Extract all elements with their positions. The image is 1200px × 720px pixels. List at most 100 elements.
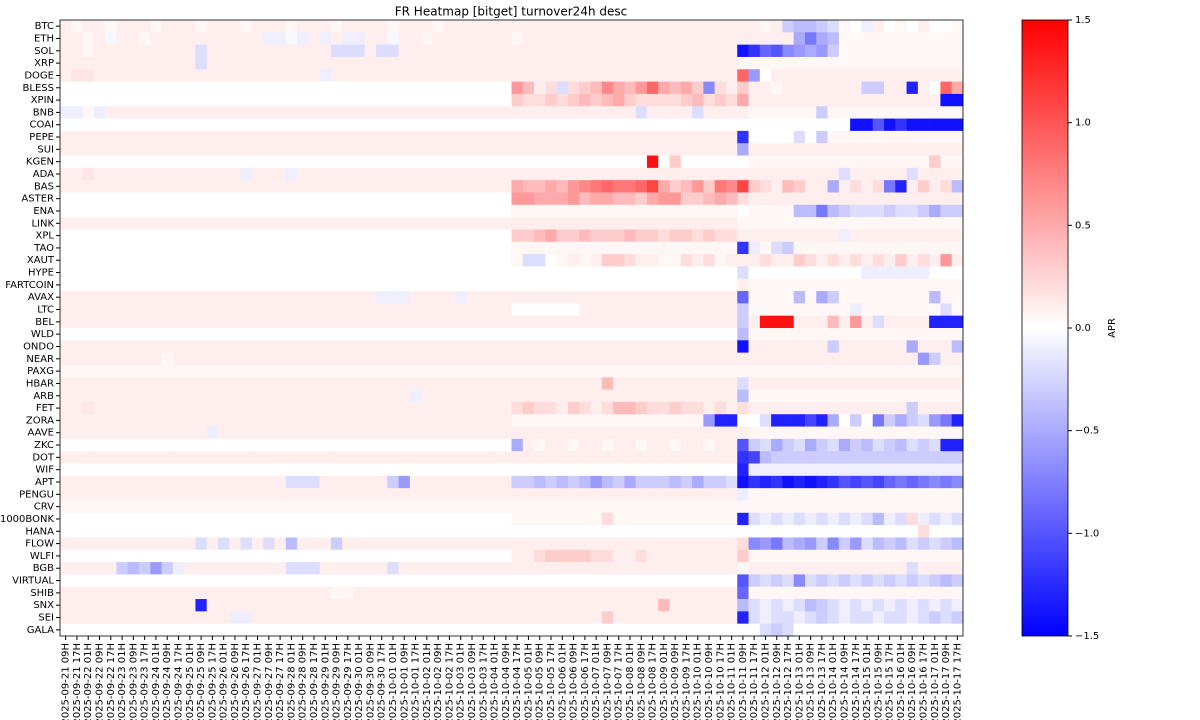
cell	[827, 426, 840, 440]
cell	[895, 475, 907, 489]
cell	[883, 500, 896, 514]
cell	[850, 254, 862, 267]
cell	[274, 130, 287, 144]
cell	[342, 303, 354, 316]
cell	[534, 377, 546, 390]
cell	[895, 180, 907, 193]
cell	[376, 93, 388, 107]
cell	[613, 241, 625, 255]
cell	[342, 229, 354, 243]
cell	[511, 303, 524, 316]
cell	[590, 106, 603, 119]
cell	[895, 81, 907, 95]
cell	[251, 81, 264, 95]
cell	[658, 204, 670, 218]
cell	[534, 106, 546, 119]
cell	[342, 352, 354, 366]
cell	[184, 217, 196, 230]
cell	[861, 303, 873, 316]
cell	[838, 56, 851, 70]
cell	[522, 401, 535, 415]
cell	[872, 475, 885, 489]
cell	[319, 130, 332, 144]
cell	[432, 525, 445, 538]
cell	[285, 426, 298, 440]
cell	[883, 56, 896, 70]
cell	[804, 167, 817, 181]
y-tick-label: PEPE	[29, 132, 54, 143]
cell	[274, 106, 287, 119]
cell	[567, 352, 580, 366]
cell	[692, 69, 704, 82]
cell	[940, 303, 953, 316]
cell	[251, 488, 264, 501]
cell	[782, 599, 794, 612]
cell	[725, 217, 738, 230]
cell	[229, 143, 241, 156]
cell	[669, 414, 682, 427]
cell	[364, 586, 377, 600]
cell	[274, 611, 287, 624]
cell	[60, 315, 72, 329]
cell	[127, 44, 140, 58]
cell	[172, 192, 185, 206]
cell	[477, 414, 490, 427]
cell	[917, 599, 930, 612]
cell	[161, 155, 174, 169]
cell	[229, 69, 241, 82]
cell	[184, 549, 196, 563]
cell	[646, 414, 659, 427]
cell	[861, 364, 873, 378]
cell	[308, 93, 320, 107]
cell	[127, 291, 140, 304]
cell	[71, 488, 83, 501]
cell	[466, 204, 478, 218]
cell	[861, 574, 873, 588]
cell	[703, 155, 715, 169]
cell	[579, 192, 591, 206]
cell	[895, 204, 907, 218]
cell	[116, 254, 129, 267]
cell	[680, 303, 693, 316]
cell	[353, 599, 366, 612]
cell	[917, 340, 930, 353]
cell	[319, 81, 332, 95]
cell	[646, 167, 659, 181]
cell	[139, 377, 151, 390]
cell	[804, 364, 817, 378]
cell	[511, 204, 524, 218]
cell	[421, 56, 433, 70]
cell	[646, 266, 659, 280]
x-tick-label: 2025-10-02 17H	[444, 643, 455, 720]
y-tick-label: ADA	[33, 169, 54, 180]
cell	[285, 20, 298, 33]
cell	[601, 56, 614, 70]
cell	[195, 278, 208, 292]
cell	[330, 20, 343, 33]
cell	[782, 401, 794, 415]
cell	[376, 20, 388, 33]
cell	[342, 106, 354, 119]
cell	[646, 377, 659, 390]
cell	[827, 352, 840, 366]
cell	[477, 500, 490, 514]
cell	[60, 340, 72, 353]
cell	[703, 328, 715, 341]
cell	[488, 241, 501, 255]
cell	[421, 254, 433, 267]
cell	[861, 254, 873, 267]
cell	[82, 32, 95, 45]
cell	[376, 303, 388, 316]
cell	[804, 549, 817, 563]
y-tick-label: WLFI	[30, 551, 54, 562]
cell	[895, 44, 907, 58]
cell	[297, 549, 309, 563]
cell	[748, 69, 761, 82]
cell	[218, 451, 230, 464]
cell	[737, 525, 749, 538]
cell	[782, 266, 794, 280]
cell	[421, 81, 433, 95]
cell	[376, 44, 388, 58]
x-tick-label: 2025-10-04 17H	[512, 643, 523, 720]
cell	[285, 451, 298, 464]
